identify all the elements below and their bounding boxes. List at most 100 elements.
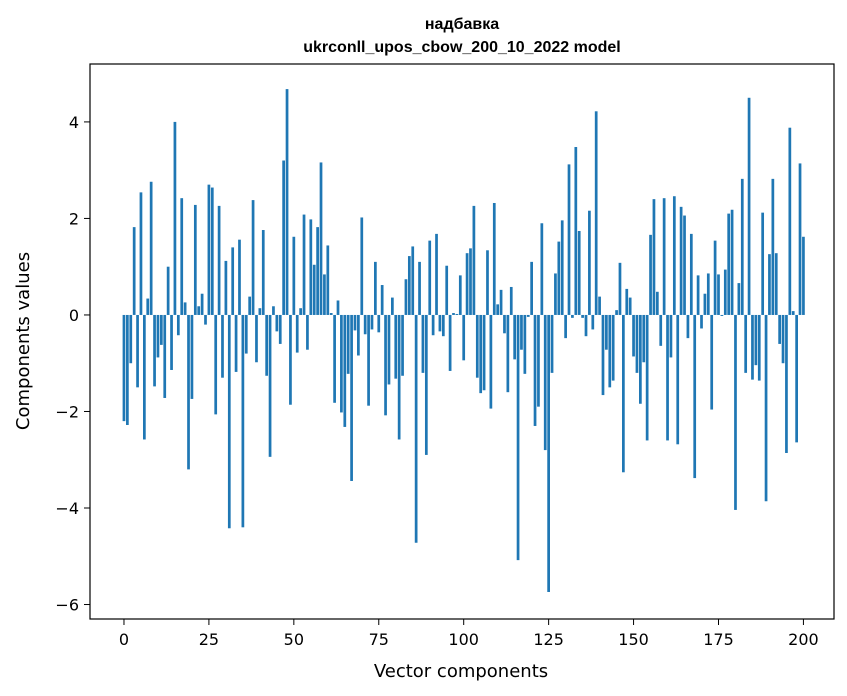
bar (407, 256, 411, 315)
chart-title-line2: ukrconll_upos_cbow_200_10_2022 model (303, 39, 620, 56)
bar (210, 187, 214, 315)
bar (139, 192, 143, 315)
bar (132, 227, 136, 315)
bar (452, 313, 455, 315)
bar (611, 314, 615, 381)
bar (791, 311, 795, 315)
bar (489, 314, 493, 409)
bar (394, 314, 398, 379)
y-tick-label: −2 (55, 402, 79, 421)
bar (350, 314, 353, 481)
bar (435, 233, 438, 315)
bar (312, 264, 316, 315)
bar (159, 314, 163, 345)
bar (143, 314, 146, 440)
bar (414, 314, 418, 543)
bar (727, 213, 731, 315)
bar (652, 199, 656, 315)
bar (537, 314, 540, 407)
bar (387, 314, 391, 385)
bar (329, 313, 333, 315)
bar (628, 297, 632, 315)
bar (224, 260, 228, 315)
bar (340, 314, 343, 413)
bar (475, 314, 479, 378)
x-axis-label: Vector components (374, 661, 548, 682)
bar (438, 314, 442, 332)
bar (649, 234, 652, 315)
bar (122, 314, 126, 422)
bar (346, 314, 350, 374)
bar (292, 236, 296, 315)
bar (788, 127, 792, 315)
bar (248, 296, 252, 315)
bar (193, 204, 197, 315)
bar (278, 314, 282, 344)
bar (469, 248, 472, 315)
bar (370, 314, 374, 330)
bar (326, 245, 330, 315)
bar (761, 212, 765, 315)
bar (503, 314, 506, 334)
bar (642, 314, 646, 363)
bar (482, 314, 486, 391)
bar (156, 314, 160, 358)
x-tick-label: 175 (703, 630, 734, 649)
bar (706, 273, 710, 315)
bar (455, 313, 459, 315)
bar (272, 306, 275, 315)
bar (458, 275, 462, 315)
bar (778, 314, 781, 344)
bar (530, 261, 533, 315)
bar (428, 240, 432, 315)
bar (693, 314, 697, 479)
bar (554, 273, 557, 315)
bar (217, 205, 221, 315)
bar (757, 314, 761, 381)
bar (183, 302, 187, 315)
bar (149, 181, 153, 315)
bar (785, 314, 788, 453)
bar (241, 314, 245, 528)
bar (214, 314, 218, 415)
bar (244, 314, 248, 354)
plot-frame (89, 63, 835, 620)
bar (227, 314, 231, 529)
bar (424, 314, 428, 455)
bar (285, 89, 289, 315)
bar (655, 291, 659, 315)
bar (377, 314, 381, 333)
bar (605, 314, 608, 350)
bar (289, 314, 292, 405)
bar (737, 283, 741, 315)
bar (516, 314, 520, 561)
bar (343, 314, 347, 427)
bar (513, 314, 517, 360)
bar (543, 314, 547, 451)
bar (560, 220, 564, 315)
x-tick-label: 50 (284, 630, 304, 649)
bar (323, 274, 326, 315)
y-axis-label: Components values (13, 252, 34, 430)
bar (153, 314, 156, 387)
bar (197, 306, 201, 315)
bar (723, 269, 727, 315)
bar (564, 314, 567, 339)
bar (679, 206, 683, 315)
bar (336, 300, 340, 315)
bar (696, 275, 700, 315)
bar (598, 296, 601, 315)
bar (734, 314, 737, 510)
bar (200, 293, 204, 315)
bar (258, 308, 262, 315)
bar (645, 314, 649, 441)
bar (190, 314, 194, 399)
bar (299, 308, 302, 315)
bar (689, 233, 693, 315)
bar (486, 250, 489, 315)
bar (703, 293, 707, 315)
chart-title-line1: надбавка (425, 16, 499, 33)
bar (129, 314, 133, 364)
bar (380, 285, 384, 315)
